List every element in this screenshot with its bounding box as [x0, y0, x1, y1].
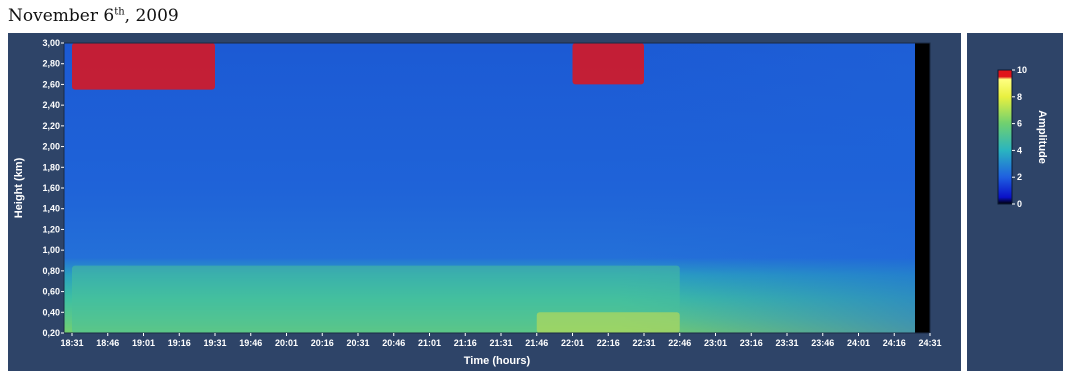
- x-tick-label: 20:46: [382, 338, 405, 348]
- chart-svg: 3,00 2,80 2,60 2,40 2,20 2,00 1,80 1,60 1,40 1,20…: [13, 38, 942, 367]
- colorbar-tick-label: 4: [1017, 145, 1022, 155]
- x-tick-label: 21:01: [418, 338, 441, 348]
- x-tick-label: 19:16: [168, 338, 191, 348]
- y-tick-labels: 3,00 2,80 2,60 2,40 2,20 2,00 1,80 1,60 1,40 1,20…: [42, 38, 64, 338]
- x-tick-label: 24:31: [918, 338, 941, 348]
- x-tick-label: 21:31: [489, 338, 512, 348]
- y-tick-label: 0,40: [42, 307, 60, 317]
- x-tick-label: 23:16: [740, 338, 763, 348]
- feature-cloud: [72, 43, 215, 90]
- colorbar-tick-label: 8: [1017, 92, 1022, 102]
- x-tick-labels: 18:31 18:46 19:01 19:16 19:31 19:46 20:01 20:16…: [60, 333, 942, 348]
- y-tick-label: 3,00: [42, 38, 60, 48]
- no-data-band: [915, 43, 930, 333]
- heatmap-field: [64, 43, 930, 333]
- colorbar-svg: 10 8 6 4 2 0 Amplitude: [997, 65, 1048, 209]
- x-tick-label: 22:46: [668, 338, 691, 348]
- x-tick-label: 18:46: [96, 338, 119, 348]
- colorbar: [997, 69, 1013, 205]
- x-tick-label: 18:31: [60, 338, 83, 348]
- colorbar-tick-label: 0: [1017, 199, 1022, 209]
- x-tick-label: 23:01: [704, 338, 727, 348]
- x-tick-label: 23:31: [775, 338, 798, 348]
- y-tick-label: 2,00: [42, 142, 60, 152]
- x-tick-label: 19:01: [132, 338, 155, 348]
- feature-surface-layer: [536, 312, 680, 333]
- y-tick-label: 0,60: [42, 287, 60, 297]
- y-tick-label: 1,80: [42, 162, 60, 172]
- chart-panel: 3,00 2,80 2,60 2,40 2,20 2,00 1,80 1,60 1,40 1,20…: [8, 33, 961, 371]
- y-tick-label: 1,60: [42, 183, 60, 193]
- feature-cloud: [572, 43, 644, 85]
- y-tick-label: 1,00: [42, 245, 60, 255]
- x-tick-label: 20:01: [275, 338, 298, 348]
- y-tick-label: 2,40: [42, 100, 60, 110]
- y-tick-label: 1,20: [42, 224, 60, 234]
- x-tick-label: 19:31: [203, 338, 226, 348]
- y-tick-label: 2,80: [42, 59, 60, 69]
- y-tick-label: 1,40: [42, 204, 60, 214]
- colorbar-tick-label: 2: [1017, 172, 1022, 182]
- colorbar-tick-label: 10: [1017, 65, 1027, 75]
- x-axis-title: Time (hours): [464, 355, 531, 367]
- y-axis-title: Height (km): [13, 157, 25, 218]
- feature-boundary-layer: [72, 265, 680, 333]
- y-tick-label: 2,60: [42, 79, 60, 89]
- x-tick-label: 20:16: [311, 338, 334, 348]
- x-tick-label: 22:16: [597, 338, 620, 348]
- x-tick-label: 20:31: [346, 338, 369, 348]
- figure-caption: November 6th, 2009: [8, 6, 179, 26]
- x-tick-label: 24:01: [847, 338, 870, 348]
- colorbar-label: Amplitude: [1036, 110, 1048, 164]
- y-tick-label: 0,80: [42, 266, 60, 276]
- colorbar-tick-label: 6: [1017, 119, 1022, 129]
- x-tick-label: 21:16: [454, 338, 477, 348]
- x-tick-label: 19:46: [239, 338, 262, 348]
- colorbar-tick-labels: 10 8 6 4 2 0: [1012, 65, 1027, 209]
- x-tick-label: 22:31: [632, 338, 655, 348]
- y-tick-label: 2,20: [42, 121, 60, 131]
- x-tick-label: 22:01: [561, 338, 584, 348]
- x-tick-label: 23:46: [811, 338, 834, 348]
- x-tick-label: 21:46: [525, 338, 548, 348]
- y-tick-label: 0,20: [42, 328, 60, 338]
- colorbar-panel: 10 8 6 4 2 0 Amplitude: [967, 33, 1063, 371]
- x-tick-label: 24:16: [883, 338, 906, 348]
